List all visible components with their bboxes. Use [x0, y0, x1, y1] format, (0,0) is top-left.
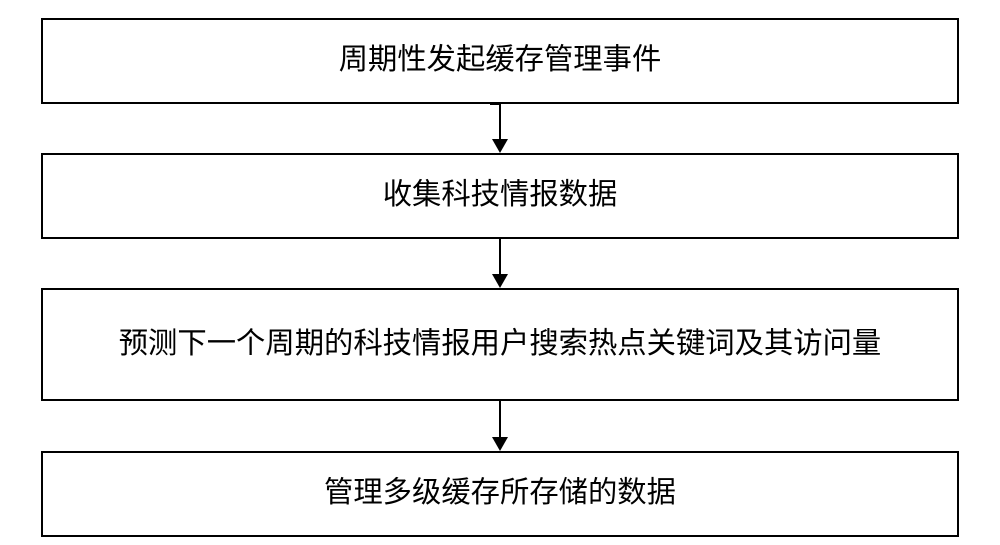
flow-node-1: 周期性发起缓存管理事件	[41, 18, 959, 104]
flow-node-3: 预测下一个周期的科技情报用户搜索热点关键词及其访问量	[41, 288, 959, 401]
flow-arrow-1-head	[492, 139, 508, 153]
flow-node-4: 管理多级缓存所存储的数据	[41, 451, 959, 537]
flow-node-2: 收集科技情报数据	[41, 153, 959, 239]
flow-node-4-label: 管理多级缓存所存储的数据	[324, 473, 676, 514]
flow-arrow-2	[490, 239, 510, 288]
flow-arrow-2-head	[492, 274, 508, 288]
flow-arrow-1	[490, 104, 510, 153]
flow-node-3-label: 预测下一个周期的科技情报用户搜索热点关键词及其访问量	[119, 324, 882, 365]
flowchart-canvas: 周期性发起缓存管理事件 收集科技情报数据 预测下一个周期的科技情报用户搜索热点关…	[0, 0, 1000, 545]
flow-arrow-3-head	[492, 437, 508, 451]
flow-node-2-label: 收集科技情报数据	[383, 175, 618, 216]
flow-arrow-3	[490, 401, 510, 451]
flow-node-1-label: 周期性发起缓存管理事件	[339, 40, 662, 81]
